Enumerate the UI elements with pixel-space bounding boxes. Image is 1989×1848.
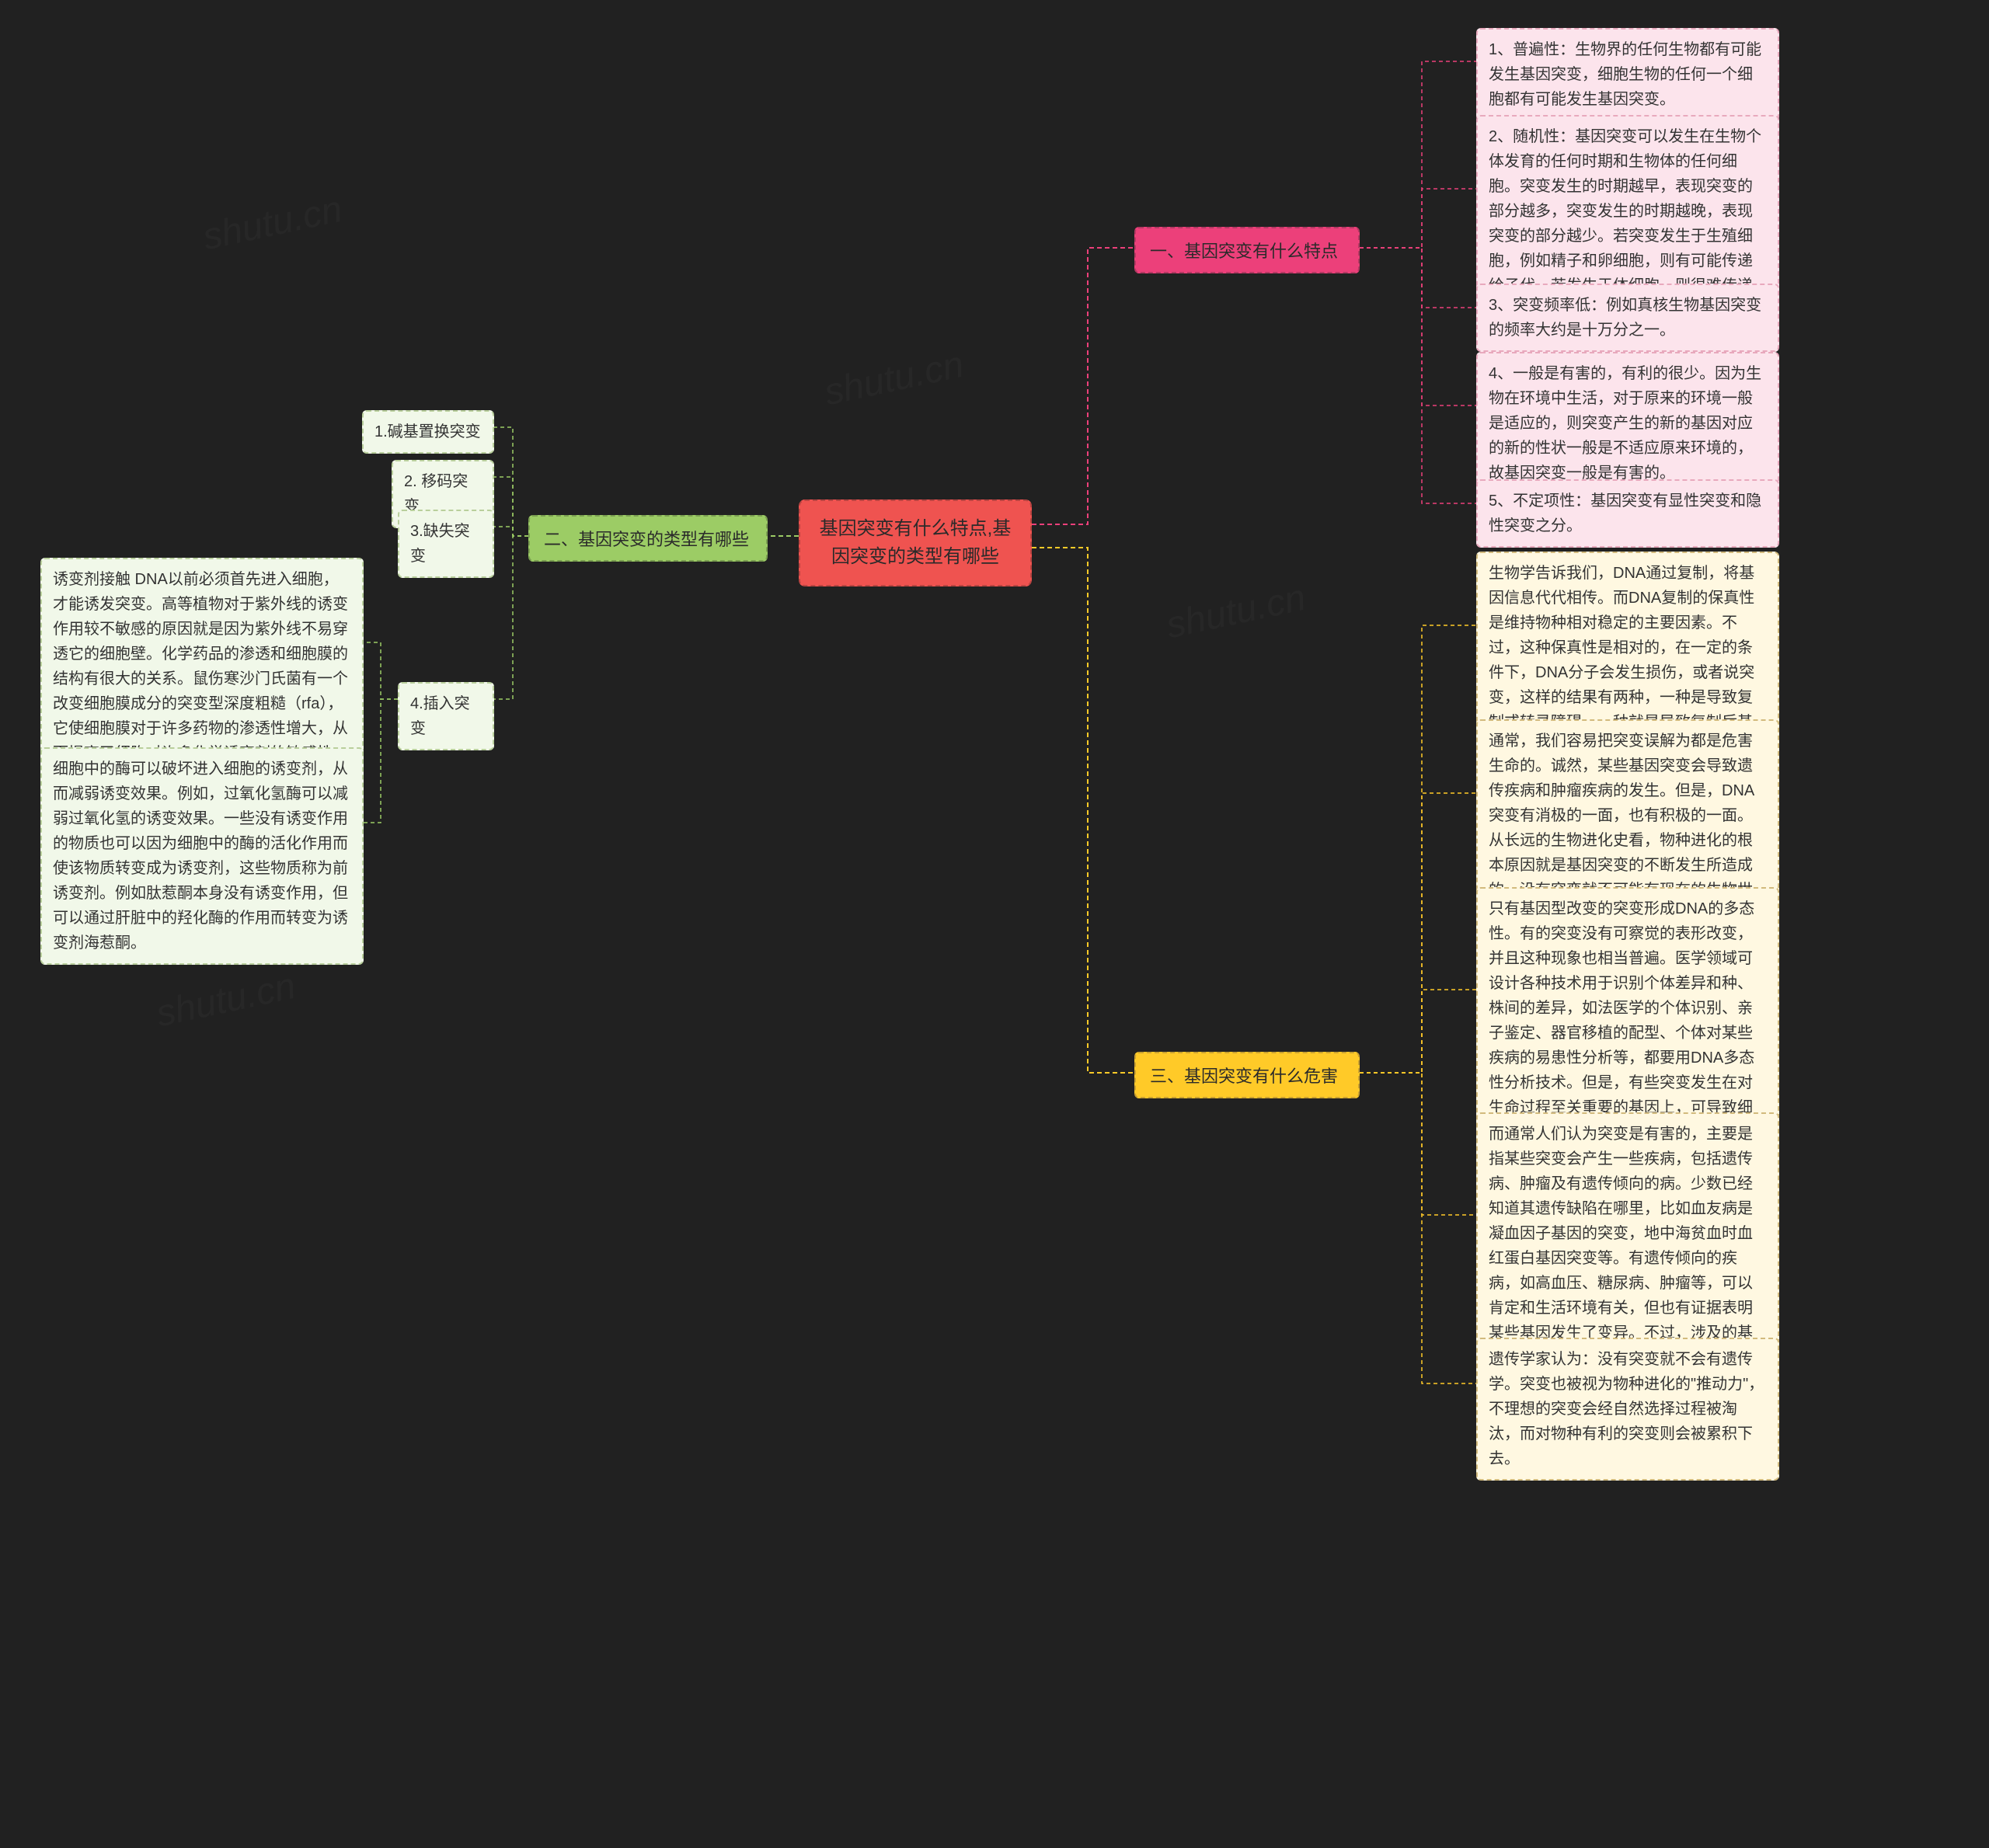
leaf-node: 3.缺失突变 [398,510,494,578]
watermark: shutu.cn [1162,576,1309,648]
leaf-node: 4、一般是有害的，有利的很少。因为生物在环境中生活，对于原来的环境一般是适应的，… [1476,352,1779,495]
leaf-node: 1、普遍性：生物界的任何生物都有可能发生基因突变，细胞生物的任何一个细胞都有可能… [1476,28,1779,121]
leaf-node: 5、不定项性：基因突变有显性突变和隐性突变之分。 [1476,479,1779,548]
leaf-node: 细胞中的酶可以破坏进入细胞的诱变剂，从而减弱诱变效果。例如，过氧化氢酶可以减弱过… [40,747,364,965]
leaf-node: 遗传学家认为：没有突变就不会有遗传学。突变也被视为物种进化的"推动力"，不理想的… [1476,1338,1779,1481]
leaf-node: 3、突变频率低：例如真核生物基因突变的频率大约是十万分之一。 [1476,284,1779,352]
watermark: shutu.cn [152,965,299,1036]
watermark: shutu.cn [199,188,346,259]
leaf-node: 4.插入突变 [398,682,494,750]
root-node: 基因突变有什么特点,基因突变的类型有哪些 [799,499,1032,586]
leaf-node: 1.碱基置换突变 [362,410,494,454]
leaf-node: 诱变剂接触 DNA以前必须首先进入细胞，才能诱发突变。高等植物对于紫外线的诱变作… [40,558,364,775]
branch-node: 二、基因突变的类型有哪些 [528,515,768,562]
branch-node: 三、基因突变有什么危害 [1134,1052,1360,1098]
watermark: shutu.cn [820,343,967,415]
branch-node: 一、基因突变有什么特点 [1134,227,1360,273]
